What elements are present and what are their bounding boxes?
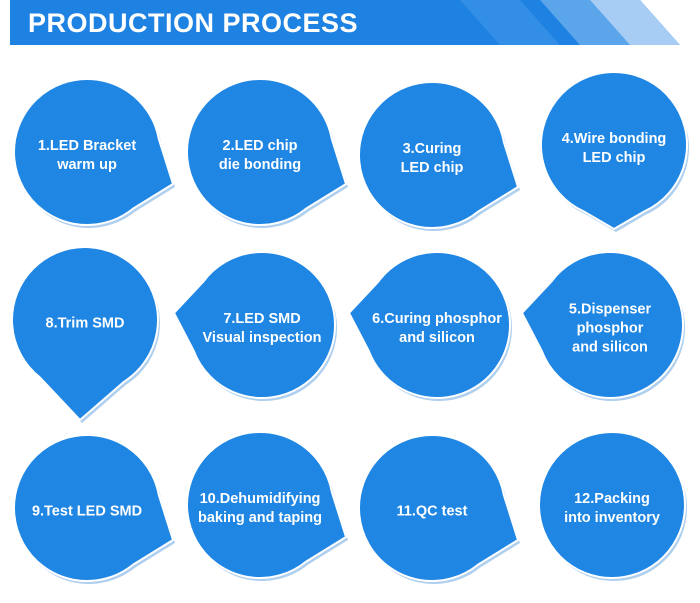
step-bubble-3	[358, 81, 520, 232]
step-bubble-10	[186, 431, 348, 582]
step-bubble-4	[540, 71, 690, 232]
step-bubble-12	[537, 431, 687, 582]
step-label-11: 11.QC test	[396, 503, 468, 520]
step-bubble-7	[172, 251, 337, 401]
step-label-5: 5.Dispenser phosphor and silicon	[568, 301, 652, 356]
step-label-1: 1.LED Bracket warm up	[37, 138, 137, 173]
step-label-9: 9.Test LED SMD	[31, 503, 143, 520]
step-label-2: 2.LED chip die bonding	[218, 138, 302, 173]
step-bubble-9	[13, 434, 175, 584]
step-bubble-2	[186, 78, 348, 229]
step-label-7: 7.LED SMD Visual inspection	[202, 311, 322, 346]
step-bubble-1	[13, 78, 176, 228]
header-banner	[10, 0, 680, 45]
header-title: PRODUCTION PROCESS	[28, 8, 359, 38]
step-label-8: 8.Trim SMD	[45, 315, 125, 332]
step-label-3: 3.Curing LED chip	[400, 141, 464, 176]
step-label-10: 10.Dehumidifying baking and taping	[197, 491, 323, 526]
step-bubble-11	[358, 434, 520, 585]
step-bubble-8	[11, 246, 160, 423]
step-bubble-6	[347, 251, 512, 401]
step-label-6: 6.Curing phosphor and silicon	[372, 311, 502, 346]
step-label-4: 4.Wire bonding LED chip	[561, 131, 667, 166]
step-label-12: 12.Packing into inventory	[564, 491, 660, 526]
step-bubble-5	[520, 251, 686, 401]
